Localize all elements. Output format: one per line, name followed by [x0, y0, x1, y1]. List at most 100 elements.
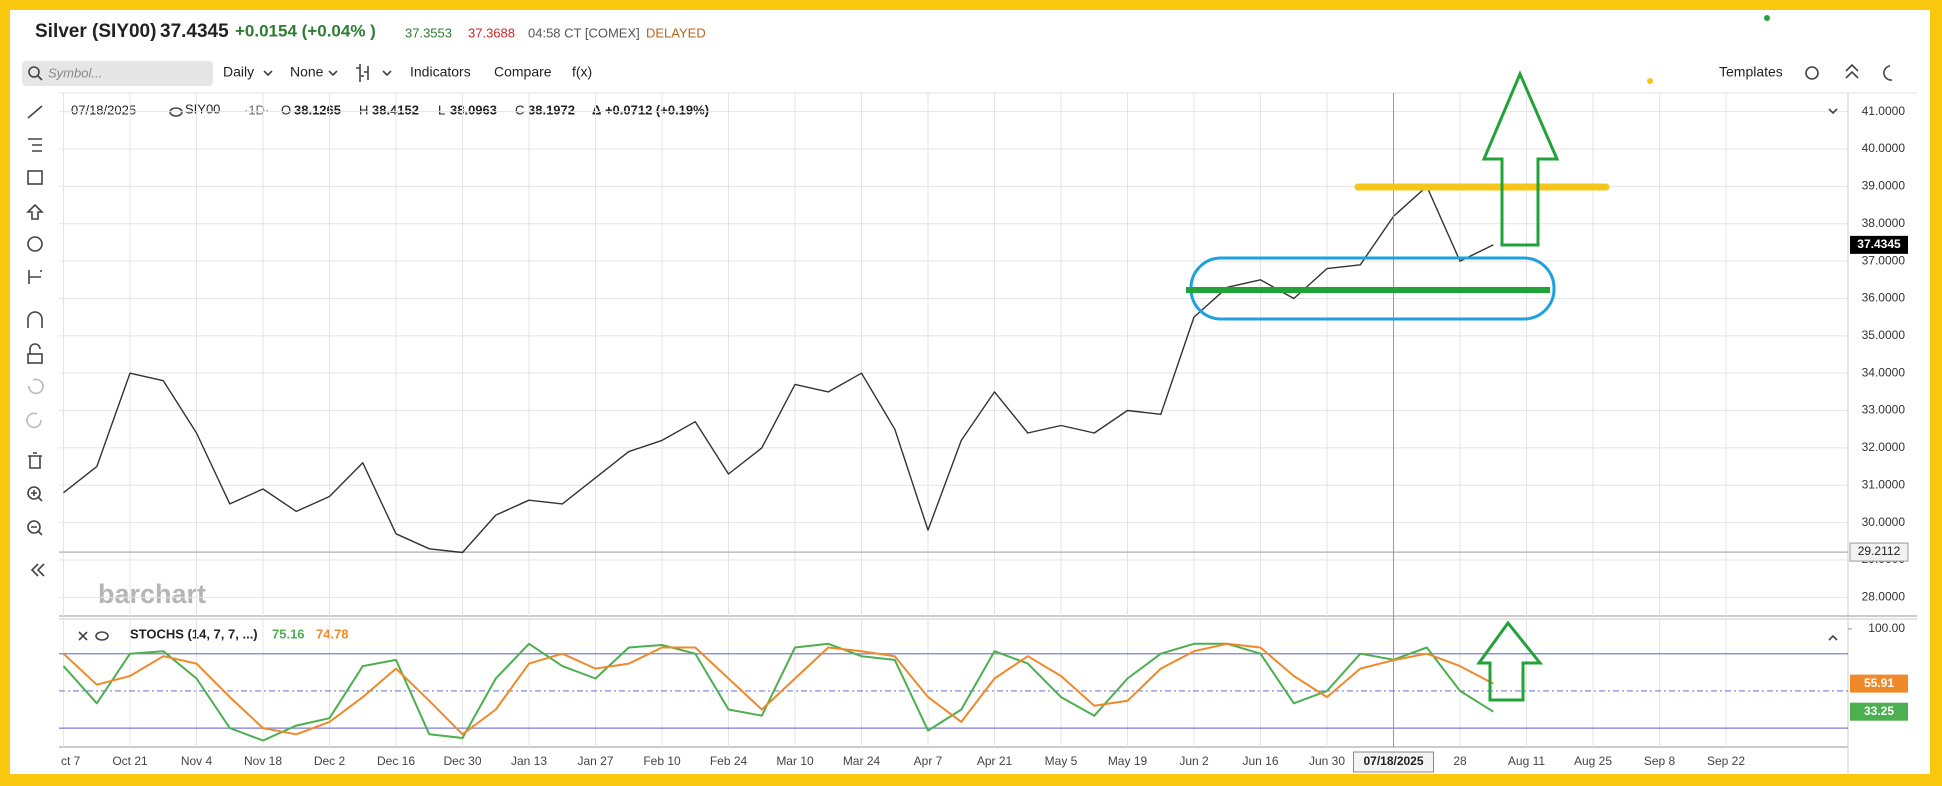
y-tick-label: 35.0000 [1862, 328, 1906, 342]
y-tick-label: 39.0000 [1862, 179, 1906, 193]
x-tick-label: Nov 18 [244, 754, 282, 768]
theme-icon[interactable] [1883, 65, 1893, 81]
x-tick-label: May 19 [1108, 754, 1148, 768]
undo-tool[interactable] [28, 378, 44, 395]
drawn-up-arrow[interactable] [1481, 70, 1560, 247]
x-tick-label: May 5 [1045, 754, 1078, 768]
lock-tool[interactable] [27, 353, 43, 364]
legend-low: 38.0963 [450, 102, 497, 117]
compare-button[interactable]: Compare [494, 64, 552, 80]
x-tick-label: Jun 16 [1242, 754, 1278, 768]
x-tick-label: Aug 11 [1508, 754, 1545, 768]
x-tick-label: Apr 21 [977, 754, 1013, 768]
chevron [328, 70, 338, 77]
y-tick-label: 38.0000 [1862, 216, 1906, 230]
legend-label: L [438, 102, 445, 117]
y-tick-label: 37.0000 [1862, 253, 1906, 267]
x-tick-label: 28 [1453, 754, 1467, 768]
legend-date: 07/18/2025 [71, 102, 136, 117]
last-value-label: 37.4345 [1857, 237, 1901, 251]
zoom-in-tool[interactable] [31, 490, 43, 502]
symbol-input[interactable] [22, 61, 213, 86]
delete-tool[interactable] [28, 452, 42, 469]
drawn-up-arrow[interactable] [1476, 620, 1544, 702]
x-tick-label: ct 7 [61, 754, 81, 768]
reference-box [1849, 542, 1909, 562]
bar-type-icon[interactable] [356, 64, 369, 82]
visibility-icon[interactable] [95, 631, 109, 641]
collapse-toolbar[interactable] [30, 563, 39, 577]
last-value-box [1850, 674, 1908, 693]
close-indicator[interactable] [78, 631, 88, 641]
interval-button[interactable]: Daily [223, 64, 254, 80]
lock-tool[interactable] [29, 343, 41, 354]
legend-open: 38.1265 [294, 102, 341, 117]
y-tick-label: 34.0000 [1862, 365, 1906, 379]
y-tick-label: 32.0000 [1862, 440, 1906, 454]
last-value-label: 33.25 [1864, 704, 1894, 718]
x-tick-label: Oct 21 [112, 754, 148, 768]
symbol-placeholder: Symbol... [48, 65, 102, 80]
indicators-button[interactable]: Indicators [410, 64, 471, 80]
x-tick-label: Jan 13 [511, 754, 547, 768]
collapse-icon[interactable] [1845, 70, 1859, 79]
shape-tool[interactable] [27, 170, 43, 185]
last-value-box [1850, 702, 1908, 721]
price-change: +0.0154 (+0.04% ) [235, 21, 376, 40]
trendline-tool[interactable] [27, 105, 43, 119]
x-tick-label: Dec 2 [314, 754, 346, 768]
magnet-tool[interactable] [27, 311, 43, 328]
x-tick-label: Apr 7 [914, 754, 943, 768]
legend-interval: ·1D· [244, 102, 269, 117]
y-tick-label: 41.0000 [1862, 104, 1906, 118]
y-tick-label: 40.0000 [1862, 141, 1906, 155]
legend-label: C [515, 102, 524, 117]
zoom-in-tool[interactable] [27, 486, 41, 500]
legend-label: O [281, 102, 291, 117]
last-value-label: 55.91 [1864, 676, 1894, 690]
reference-label: 29.2112 [1858, 544, 1901, 558]
number-tool[interactable] [27, 236, 43, 252]
y-tick-label: 36.0000 [1862, 291, 1906, 305]
x-tick-label: Dec 30 [443, 754, 481, 768]
zoom-out-tool[interactable] [27, 520, 41, 534]
x-tick-label: Jan 27 [577, 754, 613, 768]
x-tick-label: Mar 10 [776, 754, 814, 768]
redo-tool[interactable] [26, 412, 42, 429]
y-tick-label: 100.00 [1868, 621, 1905, 635]
collapse-icon[interactable] [1845, 63, 1859, 72]
search-icon [37, 75, 43, 81]
x-tick-label: Dec 16 [377, 754, 415, 768]
y-tick-label: 33.0000 [1862, 403, 1906, 417]
fib-tool[interactable] [28, 138, 42, 152]
settings-icon[interactable] [1805, 66, 1819, 80]
last-value-box [1850, 235, 1908, 254]
last-price: 37.4345 [160, 21, 229, 42]
ask: 37.3688 [468, 25, 515, 40]
symbol-title: Silver (SIY00) [35, 21, 156, 42]
fx-button[interactable]: f(x) [572, 64, 592, 80]
zoom-out-tool[interactable] [31, 526, 43, 536]
chevron [263, 70, 273, 77]
measure-tool[interactable] [28, 270, 42, 284]
arrow-tool[interactable] [26, 203, 44, 220]
collapse-toolbar[interactable] [36, 563, 45, 577]
x-tick-label: Feb 24 [710, 754, 748, 768]
x-tick-label: Feb 10 [643, 754, 681, 768]
x-tick-label: Aug 25 [1574, 754, 1612, 768]
series-line [63, 185, 1494, 554]
y-tick-label: 31.0000 [1862, 477, 1906, 491]
indicator-title: STOCHS (14, 7, 7, ...) [130, 626, 258, 641]
panel-toggle[interactable] [1828, 108, 1838, 115]
x-tick-label: Sep 22 [1707, 754, 1745, 768]
legend-close: 38.1972 [528, 102, 575, 117]
stoch-d-value: 74.78 [316, 626, 349, 641]
plot-layer: ct 7 Oct 21 Nov 4 Nov 18 Dec 2 Dec 16 Dec 30 Ja… [59, 93, 1909, 773]
chart-style-button[interactable]: None [290, 64, 324, 80]
templates-button[interactable]: Templates [1719, 64, 1783, 80]
panel-toggle[interactable] [1828, 634, 1838, 641]
series-line [62, 642, 1494, 736]
delayed-status: DELAYED [646, 25, 706, 40]
